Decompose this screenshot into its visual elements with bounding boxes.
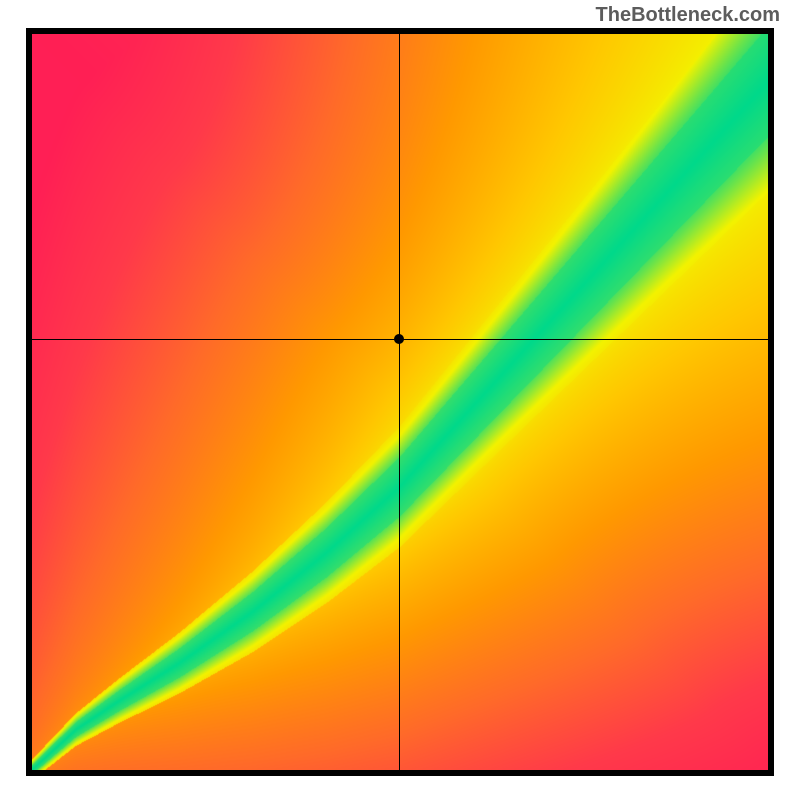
crosshair-vertical — [399, 34, 400, 770]
attribution-text: TheBottleneck.com — [596, 4, 780, 27]
bottleneck-heatmap — [32, 34, 768, 770]
figure-container: TheBottleneck.com — [0, 0, 800, 800]
chart-frame — [26, 28, 774, 776]
plot-area — [32, 34, 768, 770]
data-point-marker — [394, 334, 404, 344]
